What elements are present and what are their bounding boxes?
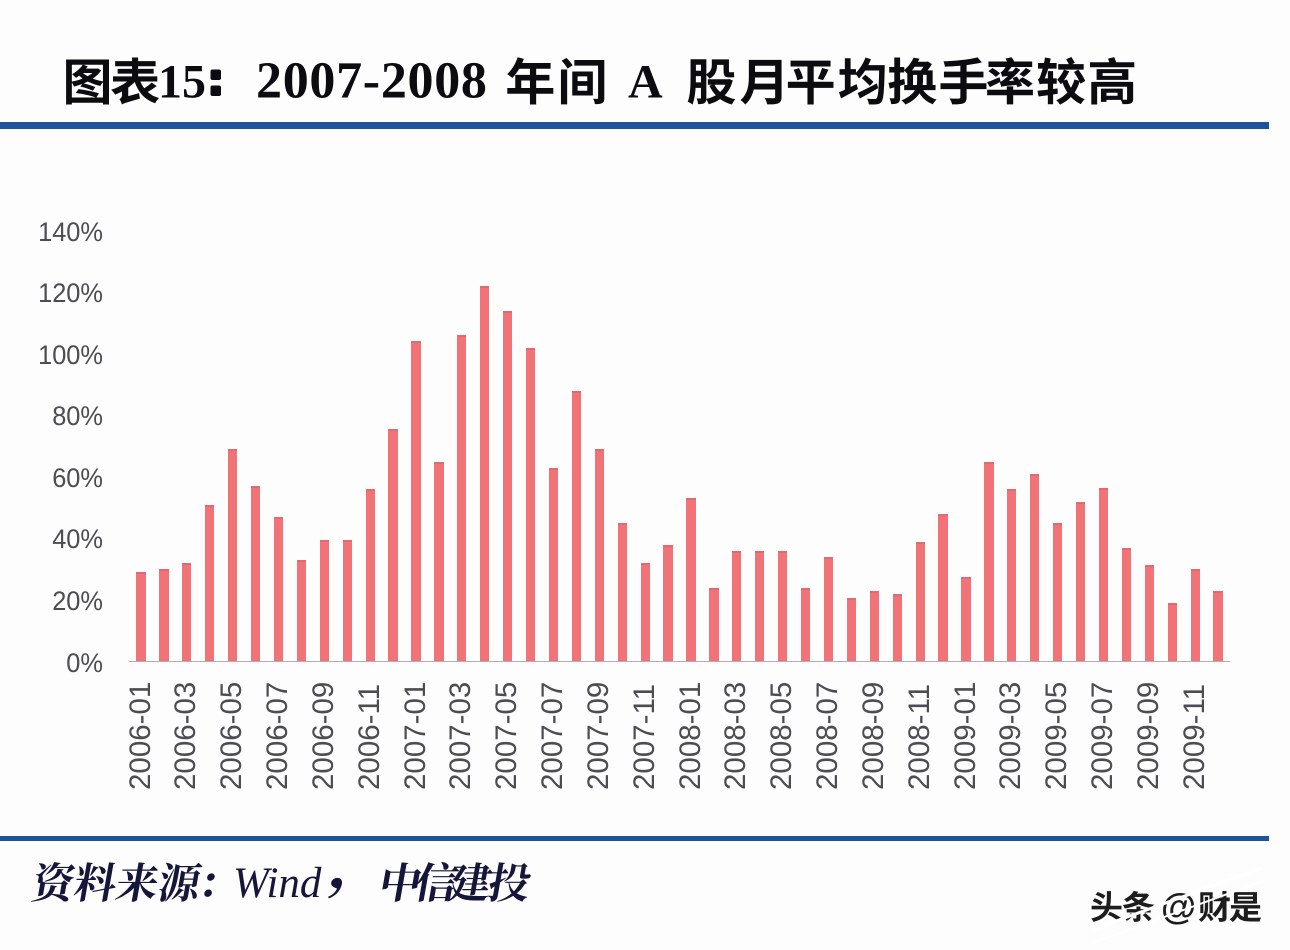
- svg-text:15: 15: [158, 56, 206, 109]
- svg-text:A: A: [628, 56, 663, 109]
- svg-text:2007-2008: 2007-2008: [256, 53, 488, 110]
